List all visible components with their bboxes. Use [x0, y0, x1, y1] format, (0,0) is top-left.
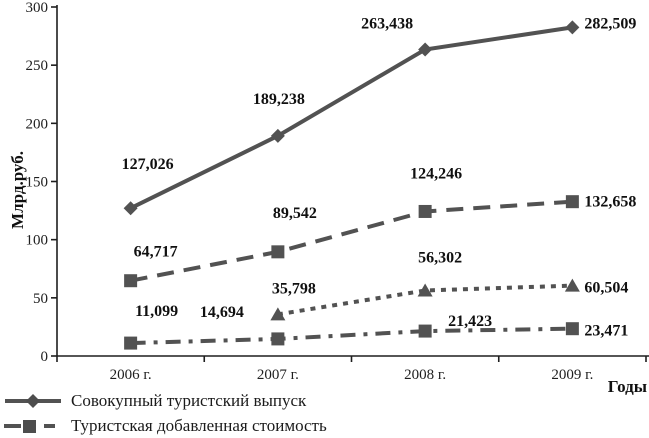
- y-tick-label: 300: [26, 0, 49, 16]
- y-axis-title: Млрд.руб.: [8, 151, 27, 229]
- series-line: [129, 25, 573, 211]
- y-tick-label: 250: [26, 58, 49, 74]
- data-label: 56,302: [418, 250, 462, 267]
- square-marker-icon: [271, 332, 285, 346]
- dashed-line-square-marker-icon: [4, 419, 55, 433]
- data-label: 21,423: [448, 313, 492, 330]
- x-axis-title: Годы: [607, 377, 647, 396]
- square-marker-icon: [124, 274, 138, 288]
- data-label: 282,509: [584, 15, 636, 32]
- x-category-label: 2006 г.: [110, 367, 152, 383]
- diamond-marker-icon: [123, 201, 138, 216]
- x-category-label: 2008 г.: [404, 367, 446, 383]
- series-line: [130, 199, 573, 283]
- y-tick-label: 0: [41, 349, 49, 365]
- diamond-marker-icon: [565, 20, 580, 35]
- data-label: 132,658: [584, 194, 636, 211]
- x-category-label: 2009 г.: [551, 367, 593, 383]
- square-marker-icon: [565, 322, 579, 336]
- square-marker-icon: [418, 324, 432, 338]
- diamond-marker-icon: [418, 42, 433, 57]
- legend-label: Совокупный туристский выпуск: [71, 390, 307, 410]
- x-category-label: 2007 г.: [257, 367, 299, 383]
- y-tick-label: 50: [33, 291, 48, 307]
- data-label: 64,717: [134, 244, 178, 261]
- data-label: 89,542: [273, 205, 317, 222]
- data-label: 127,026: [122, 156, 174, 173]
- series-line: [130, 326, 573, 346]
- data-label: 23,471: [584, 323, 628, 340]
- legend-entry-total-output: Совокупный туристский выпуск: [4, 390, 327, 411]
- data-label: 189,238: [253, 91, 305, 108]
- data-label: 60,504: [584, 280, 628, 297]
- data-label: 14,694: [200, 304, 244, 321]
- data-label: 35,798: [272, 280, 316, 297]
- square-marker-icon: [565, 195, 579, 209]
- legend: Совокупный туристский выпуск Туристская …: [4, 390, 327, 436]
- triangle-marker-icon: [417, 283, 433, 297]
- legend-label: Туристская добавленная стоимость: [71, 415, 327, 435]
- plot-svg: 0 50 100 150 200 250 300 2006 г. 2007 г. 2008 г. 2…: [26, 0, 649, 383]
- triangle-marker-icon: [270, 307, 286, 321]
- y-tick-label: 200: [26, 116, 49, 132]
- data-label: 263,438: [361, 16, 413, 33]
- data-label: 11,099: [135, 303, 178, 320]
- diamond-marker-icon: [270, 128, 285, 143]
- square-marker-icon: [271, 245, 285, 259]
- triangle-marker-icon: [564, 278, 580, 292]
- y-tick-label: 100: [26, 233, 49, 249]
- data-label: 124,246: [410, 165, 462, 182]
- square-marker-icon: [124, 336, 138, 350]
- y-tick-label: 150: [26, 175, 49, 191]
- legend-entry-value-added: Туристская добавленная стоимость: [4, 415, 327, 436]
- solid-line-diamond-marker-icon: [5, 393, 61, 408]
- square-marker-icon: [418, 204, 432, 218]
